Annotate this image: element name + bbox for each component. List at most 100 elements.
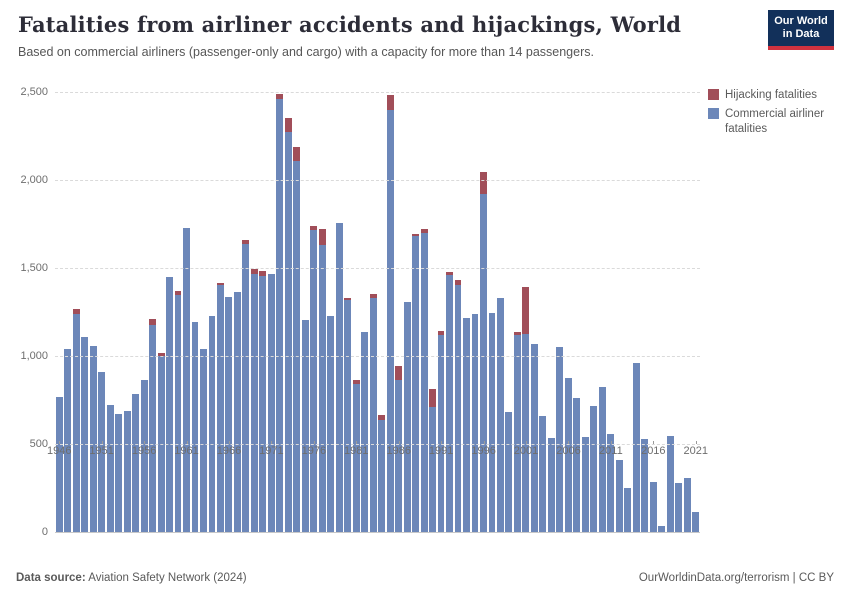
bar-1988[interactable] bbox=[412, 92, 420, 532]
bar-1972[interactable] bbox=[276, 92, 284, 532]
bar-2003[interactable] bbox=[539, 92, 547, 532]
commercial-segment-1973 bbox=[284, 131, 292, 532]
owid-logo[interactable]: Our World in Data bbox=[768, 10, 834, 51]
bar-1979[interactable] bbox=[335, 92, 343, 532]
owid-link[interactable]: OurWorldinData.org/terrorism | CC BY bbox=[638, 572, 834, 584]
bar-1953[interactable] bbox=[115, 92, 123, 532]
bar-1995[interactable] bbox=[471, 92, 479, 532]
bar-1962[interactable] bbox=[191, 92, 199, 532]
bar-2009[interactable] bbox=[590, 92, 598, 532]
bar-1994[interactable] bbox=[463, 92, 470, 532]
bar-1999[interactable] bbox=[505, 92, 513, 532]
bar-1951[interactable] bbox=[98, 92, 106, 532]
bar-1989[interactable] bbox=[420, 92, 428, 532]
bar-1970[interactable] bbox=[259, 92, 267, 532]
bar-1992[interactable] bbox=[446, 92, 453, 532]
bar-2008[interactable] bbox=[581, 92, 589, 532]
bar-1966[interactable] bbox=[225, 92, 233, 532]
bar-2020[interactable] bbox=[683, 92, 691, 532]
bar-1965[interactable] bbox=[217, 92, 224, 532]
bar-1986[interactable] bbox=[395, 92, 403, 532]
bar-1984[interactable] bbox=[378, 92, 386, 532]
hijacking-segment-1986 bbox=[395, 366, 403, 381]
bar-1949[interactable] bbox=[81, 92, 89, 532]
bar-1990[interactable] bbox=[429, 92, 436, 532]
bar-1987[interactable] bbox=[403, 92, 411, 532]
bar-1982[interactable] bbox=[361, 92, 369, 532]
bar-1957[interactable] bbox=[149, 92, 157, 532]
bar-1958[interactable] bbox=[157, 92, 165, 532]
bar-1977[interactable] bbox=[318, 92, 326, 532]
commercial-segment-1979 bbox=[335, 223, 343, 532]
bar-2018[interactable] bbox=[666, 92, 674, 532]
bar-1998[interactable] bbox=[496, 92, 504, 532]
bar-1975[interactable] bbox=[301, 92, 309, 532]
commercial-segment-1972 bbox=[276, 99, 284, 532]
x-tick-label-1986: 1986 bbox=[386, 445, 411, 457]
data-source-text: Aviation Safety Network (2024) bbox=[85, 572, 247, 584]
x-tick-1971 bbox=[271, 441, 273, 444]
x-tick-label-1951: 1951 bbox=[89, 445, 114, 457]
bar-2004[interactable] bbox=[547, 92, 555, 532]
bar-1971[interactable] bbox=[267, 92, 275, 532]
commercial-segment-2012 bbox=[615, 459, 623, 532]
bar-1956[interactable] bbox=[140, 92, 148, 532]
bar-2000[interactable] bbox=[513, 92, 521, 532]
bar-2016[interactable] bbox=[649, 92, 657, 532]
bar-1963[interactable] bbox=[200, 92, 207, 532]
bar-1983[interactable] bbox=[369, 92, 377, 532]
bar-2015[interactable] bbox=[641, 92, 649, 532]
bar-1946[interactable] bbox=[55, 92, 63, 532]
hijacking-swatch-icon bbox=[708, 89, 719, 100]
bar-1960[interactable] bbox=[174, 92, 182, 532]
bar-1948[interactable] bbox=[72, 92, 80, 532]
bar-1947[interactable] bbox=[64, 92, 72, 532]
legend-item-commercial[interactable]: Commercial airliner fatalities bbox=[708, 107, 838, 136]
bar-1968[interactable] bbox=[242, 92, 250, 532]
bar-1974[interactable] bbox=[293, 92, 301, 532]
bar-1973[interactable] bbox=[284, 92, 292, 532]
bar-2006[interactable] bbox=[564, 92, 572, 532]
bar-1991[interactable] bbox=[437, 92, 445, 532]
bar-2013[interactable] bbox=[624, 92, 632, 532]
bar-1981[interactable] bbox=[352, 92, 360, 532]
bar-2001[interactable] bbox=[522, 92, 530, 532]
bar-2011[interactable] bbox=[607, 92, 615, 532]
bar-2017[interactable] bbox=[658, 92, 666, 532]
commercial-segment-1957 bbox=[149, 325, 157, 532]
bar-1985[interactable] bbox=[386, 92, 394, 532]
bar-1993[interactable] bbox=[454, 92, 462, 532]
hijacking-segment-1957 bbox=[149, 319, 157, 326]
bar-1978[interactable] bbox=[327, 92, 335, 532]
bar-1961[interactable] bbox=[183, 92, 190, 532]
bar-2007[interactable] bbox=[573, 92, 581, 532]
legend-item-hijacking[interactable]: Hijacking fatalities bbox=[708, 88, 838, 102]
commercial-segment-1998 bbox=[496, 297, 504, 532]
bar-1976[interactable] bbox=[310, 92, 318, 532]
bar-2005[interactable] bbox=[556, 92, 564, 532]
bar-2014[interactable] bbox=[632, 92, 640, 532]
bar-2002[interactable] bbox=[530, 92, 538, 532]
commercial-segment-1947 bbox=[64, 348, 72, 532]
bar-2010[interactable] bbox=[598, 92, 606, 532]
bar-1964[interactable] bbox=[208, 92, 216, 532]
bar-1996[interactable] bbox=[480, 92, 487, 532]
bar-1969[interactable] bbox=[250, 92, 258, 532]
bar-1959[interactable] bbox=[166, 92, 173, 532]
bar-1997[interactable] bbox=[488, 92, 496, 532]
bar-2012[interactable] bbox=[615, 92, 623, 532]
commercial-segment-1986 bbox=[395, 380, 403, 532]
data-source-label: Data source: bbox=[16, 572, 86, 584]
commercial-segment-2011 bbox=[607, 434, 615, 532]
bar-1980[interactable] bbox=[344, 92, 352, 532]
bar-2021[interactable] bbox=[692, 92, 700, 532]
x-tick-1976 bbox=[313, 441, 315, 444]
bar-1955[interactable] bbox=[132, 92, 140, 532]
bar-1950[interactable] bbox=[89, 92, 97, 532]
bar-1967[interactable] bbox=[233, 92, 241, 532]
bar-1954[interactable] bbox=[123, 92, 131, 532]
bar-1952[interactable] bbox=[106, 92, 114, 532]
bar-2019[interactable] bbox=[675, 92, 683, 532]
hijacking-segment-1968 bbox=[242, 240, 250, 245]
commercial-segment-1980 bbox=[344, 300, 352, 532]
